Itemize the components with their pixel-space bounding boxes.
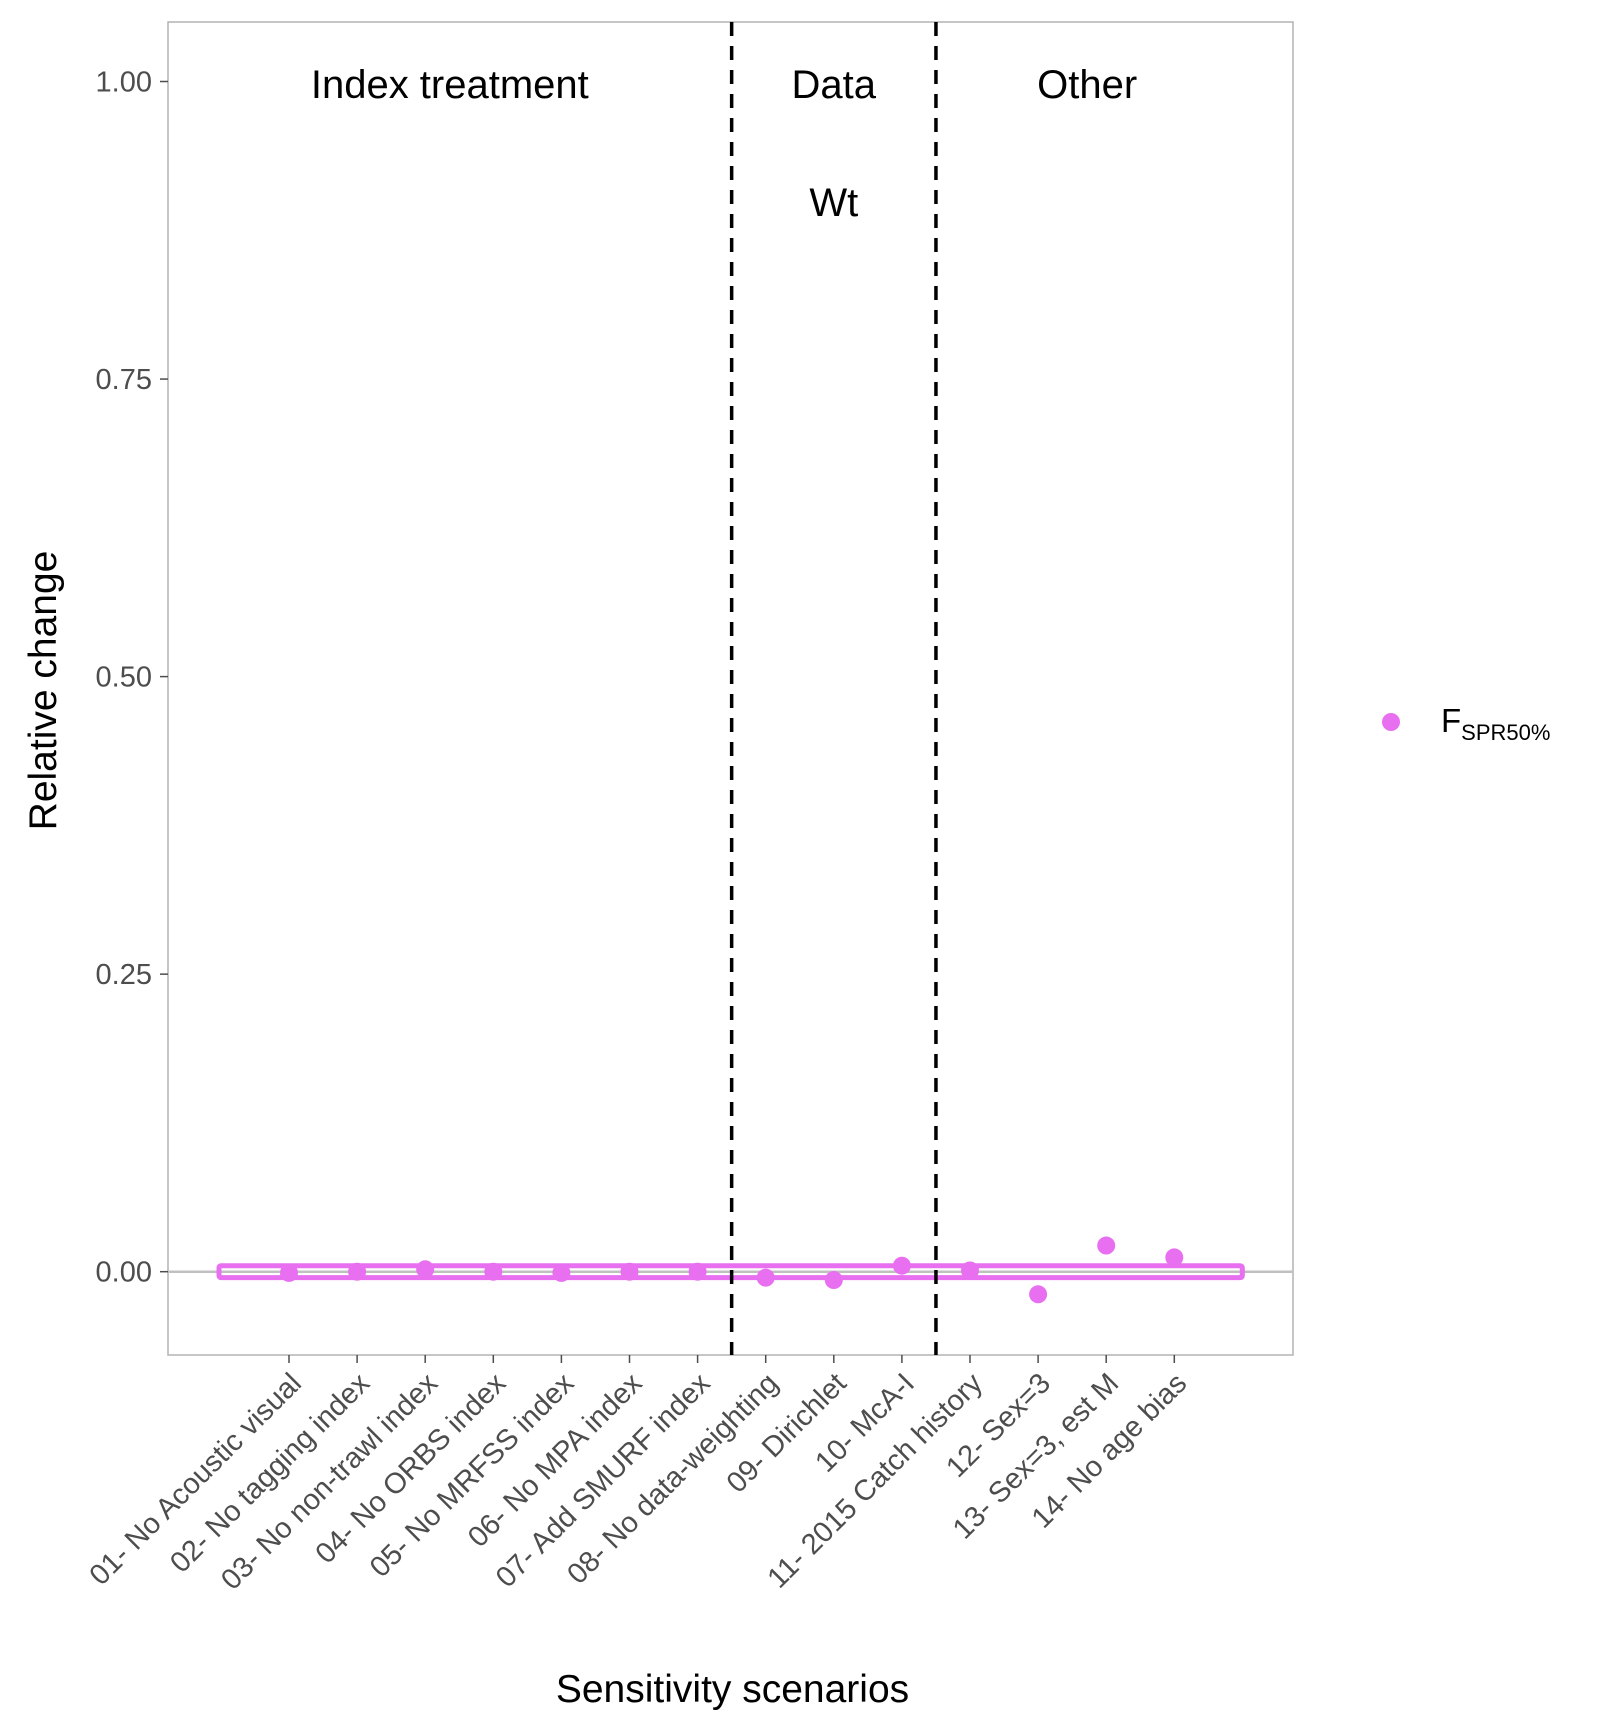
data-point-8 [756,1268,775,1287]
data-point-1 [280,1263,298,1282]
data-point-10 [892,1256,911,1275]
y-tick-label: 0.00 [96,1257,152,1289]
data-point-3 [416,1260,435,1279]
group-label-2: Data [792,63,877,107]
legend-marker [1382,713,1400,731]
data-point-11 [961,1261,979,1280]
data-point-14 [1165,1248,1184,1267]
data-point-5 [552,1263,571,1282]
legend: FSPR50% [1382,702,1550,745]
group-label-3: Other [1037,63,1137,107]
group-label-2-line-2: Wt [809,181,858,225]
x-axis-title: Sensitivity scenarios [556,1668,909,1711]
plot-area: Index treatment Data Wt Other [167,21,1294,1356]
y-tick-label: 0.25 [96,959,152,991]
y-axis-title: Relative change [22,551,65,831]
data-point-2 [348,1262,367,1281]
data-point-13 [1097,1236,1116,1255]
legend-label: FSPR50% [1441,702,1550,745]
data-point-9 [824,1271,843,1290]
data-point-7 [688,1262,707,1281]
data-point-6 [620,1262,639,1281]
y-tick-label: 1.00 [96,67,152,99]
y-tick-label: 0.50 [96,662,152,694]
group-label-1: Index treatment [311,63,589,107]
data-point-4 [484,1262,503,1281]
y-tick-label: 0.75 [96,364,152,396]
data-point-12 [1029,1285,1048,1304]
